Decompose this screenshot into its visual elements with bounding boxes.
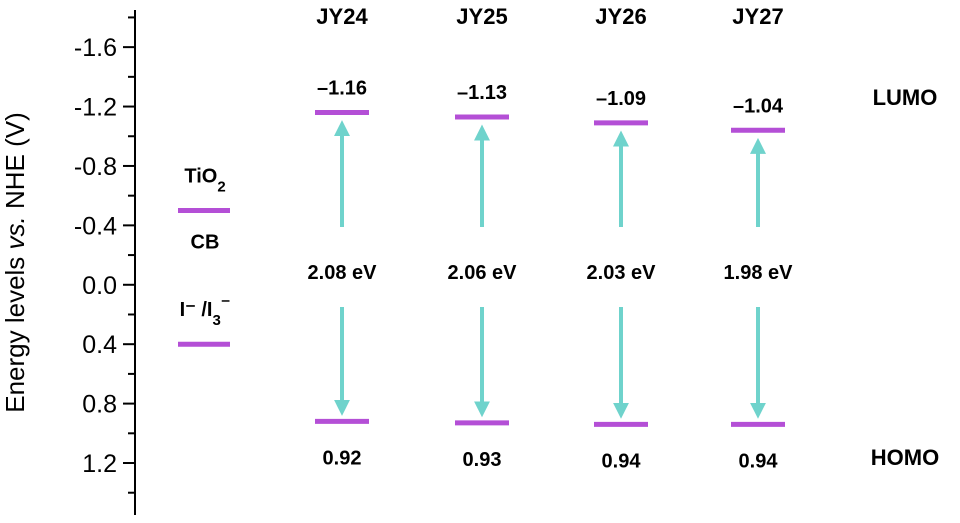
y-tick-label: 1.2 [82,450,117,478]
lumo-value-label: –1.09 [596,88,646,110]
homo-value-label: 0.94 [602,450,642,472]
band-gap-label: 2.08 eV [308,262,378,284]
reference-level-label: TiO2 [184,166,225,196]
y-axis-title: Energy levels vs. NHE (V) [0,112,30,413]
y-tick-label: 0.4 [82,331,117,359]
y-tick-label: -0.4 [74,212,117,240]
dye-name-label: JY25 [456,4,507,29]
band-gap-label: 2.06 eV [448,262,518,284]
y-tick-label: 0.8 [82,391,117,419]
lumo-value-label: –1.16 [317,77,367,99]
band-gap-label: 1.98 eV [724,262,794,284]
dye-name-label: JY26 [595,4,646,29]
reference-level-sublabel: CB [191,232,220,254]
homo-value-label: 0.92 [323,447,362,469]
side-labels: LUMO HOMO [871,85,939,470]
dye-levels: JY24 –1.16 0.92 2.08 eV JY25 –1.13 0.93 2.06 eV… [308,4,794,472]
homo-label: HOMO [871,445,939,470]
lumo-value-label: –1.04 [733,95,784,117]
y-tick-label: 0.0 [82,272,117,300]
homo-value-label: 0.93 [463,449,502,471]
reference-levels: TiO2 CB I⁻ /I3⁻ [178,166,231,347]
dye-name-label: JY27 [732,4,783,29]
lumo-label: LUMO [873,85,938,110]
dye-name-label: JY24 [316,4,368,29]
homo-value-label: 0.94 [739,450,779,472]
y-tick-label: -0.8 [74,153,117,181]
band-gap-label: 2.03 eV [587,262,657,284]
y-tick-label: -1.2 [74,94,117,122]
y-tick-label: -1.6 [74,34,117,62]
y-axis: -1.6 -1.2 -0.8 -0.4 0.0 0.4 0.8 1.2 Energy level… [0,10,136,515]
reference-level-label: I⁻ /I3⁻ [180,294,231,329]
lumo-value-label: –1.13 [457,82,507,104]
